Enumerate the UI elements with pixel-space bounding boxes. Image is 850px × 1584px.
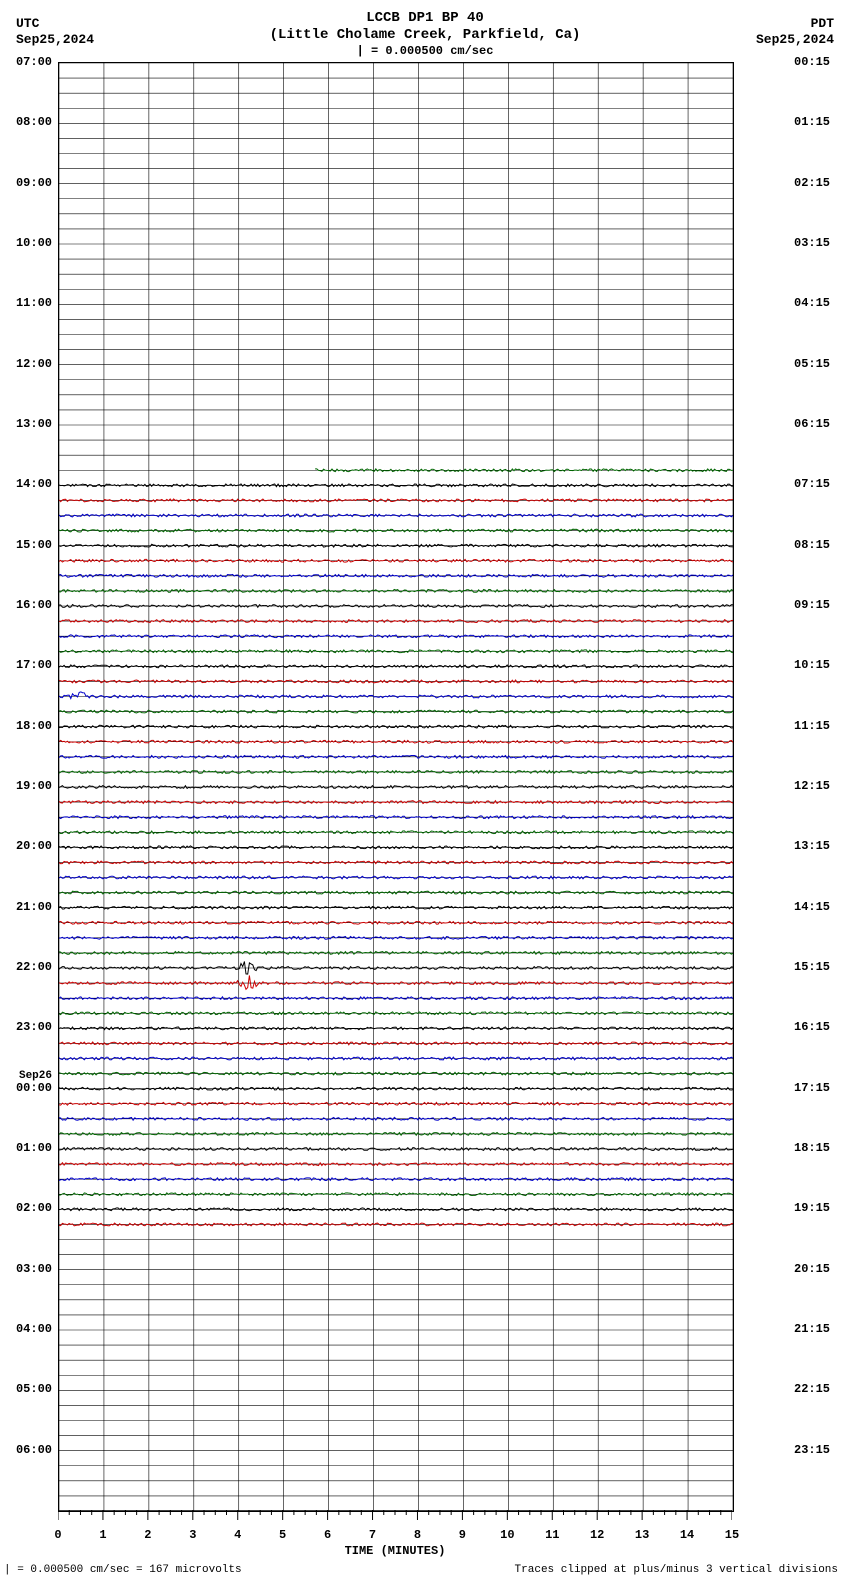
chart-header: LCCB DP1 BP 40 (Little Cholame Creek, Pa… [0, 10, 850, 44]
right-hour-label: 20:15 [794, 1262, 830, 1276]
title-line-1: LCCB DP1 BP 40 [0, 10, 850, 27]
right-hour-label: 17:15 [794, 1081, 830, 1095]
title-line-2: (Little Cholame Creek, Parkfield, Ca) [0, 27, 850, 44]
seismogram-container: LCCB DP1 BP 40 (Little Cholame Creek, Pa… [0, 0, 850, 1584]
right-hour-label: 12:15 [794, 779, 830, 793]
left-hour-label: 02:00 [16, 1201, 52, 1215]
left-hour-label: 10:00 [16, 236, 52, 250]
x-tick-label: 6 [324, 1528, 331, 1542]
left-hour-labels: 07:0008:0009:0010:0011:0012:0013:0014:00… [0, 62, 56, 1510]
left-hour-label: 09:00 [16, 176, 52, 190]
left-hour-label: 18:00 [16, 719, 52, 733]
right-hour-label: 19:15 [794, 1201, 830, 1215]
scale-label: | = 0.000500 cm/sec [0, 44, 850, 58]
x-tick-label: 12 [590, 1528, 604, 1542]
x-tick-label: 3 [189, 1528, 196, 1542]
tz-left-name: UTC [16, 16, 94, 32]
tz-left-date: Sep25,2024 [16, 32, 94, 48]
right-hour-label: 18:15 [794, 1141, 830, 1155]
right-hour-label: 05:15 [794, 357, 830, 371]
right-hour-labels: 00:1501:1502:1503:1504:1505:1506:1507:15… [790, 62, 850, 1510]
x-tick-label: 5 [279, 1528, 286, 1542]
left-hour-label: 16:00 [16, 598, 52, 612]
right-hour-label: 00:15 [794, 55, 830, 69]
right-hour-label: 06:15 [794, 417, 830, 431]
x-tick-label: 15 [725, 1528, 739, 1542]
x-tick-label: 1 [99, 1528, 106, 1542]
left-hour-label: 15:00 [16, 538, 52, 552]
x-tick-label: 2 [144, 1528, 151, 1542]
left-hour-label: 22:00 [16, 960, 52, 974]
left-hour-label: 19:00 [16, 779, 52, 793]
left-hour-label: 00:00 [16, 1081, 52, 1095]
x-tick-label: 8 [414, 1528, 421, 1542]
right-hour-label: 04:15 [794, 296, 830, 310]
tz-right-name: PDT [756, 16, 834, 32]
footer-right: Traces clipped at plus/minus 3 vertical … [515, 1564, 838, 1576]
x-tick-label: 14 [680, 1528, 694, 1542]
left-hour-label: 14:00 [16, 477, 52, 491]
left-hour-label: 01:00 [16, 1141, 52, 1155]
left-hour-label: 05:00 [16, 1382, 52, 1396]
left-hour-label: 04:00 [16, 1322, 52, 1336]
left-hour-label: 11:00 [16, 296, 52, 310]
right-hour-label: 08:15 [794, 538, 830, 552]
right-hour-label: 11:15 [794, 719, 830, 733]
tz-right-date: Sep25,2024 [756, 32, 834, 48]
left-hour-label: 13:00 [16, 417, 52, 431]
tz-left-block: UTC Sep25,2024 [16, 16, 94, 47]
x-tick-label: 9 [459, 1528, 466, 1542]
right-hour-label: 21:15 [794, 1322, 830, 1336]
right-hour-label: 14:15 [794, 900, 830, 914]
right-hour-label: 13:15 [794, 839, 830, 853]
x-tick-label: 7 [369, 1528, 376, 1542]
left-hour-label: 20:00 [16, 839, 52, 853]
left-hour-label: 03:00 [16, 1262, 52, 1276]
right-hour-label: 22:15 [794, 1382, 830, 1396]
right-hour-label: 09:15 [794, 598, 830, 612]
x-tick-label: 11 [545, 1528, 559, 1542]
right-hour-label: 02:15 [794, 176, 830, 190]
right-hour-label: 03:15 [794, 236, 830, 250]
left-hour-label: 06:00 [16, 1443, 52, 1457]
tz-right-block: PDT Sep25,2024 [756, 16, 834, 47]
left-hour-label: 21:00 [16, 900, 52, 914]
x-tick-label: 13 [635, 1528, 649, 1542]
left-hour-label: 07:00 [16, 55, 52, 69]
right-hour-label: 16:15 [794, 1020, 830, 1034]
day-marker: Sep26 [19, 1070, 52, 1082]
x-tick-label: 4 [234, 1528, 241, 1542]
x-tick-label: 0 [54, 1528, 61, 1542]
left-hour-label: 17:00 [16, 658, 52, 672]
left-hour-label: 08:00 [16, 115, 52, 129]
right-hour-label: 07:15 [794, 477, 830, 491]
left-hour-label: 23:00 [16, 1020, 52, 1034]
right-hour-label: 01:15 [794, 115, 830, 129]
right-hour-label: 10:15 [794, 658, 830, 672]
right-hour-label: 23:15 [794, 1443, 830, 1457]
x-tick-label: 10 [500, 1528, 514, 1542]
right-hour-label: 15:15 [794, 960, 830, 974]
x-axis-label: TIME (MINUTES) [58, 1544, 732, 1558]
seismogram-plot [58, 62, 734, 1512]
footer-left: | = 0.000500 cm/sec = 167 microvolts [4, 1564, 242, 1576]
left-hour-label: 12:00 [16, 357, 52, 371]
